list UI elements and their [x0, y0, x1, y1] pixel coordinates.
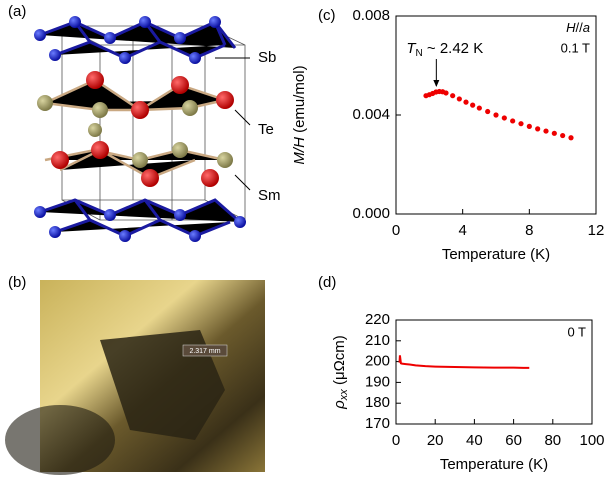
data-point: [477, 105, 482, 110]
crystal-structure: [34, 16, 250, 242]
data-point: [518, 121, 523, 126]
x-tick-label: 80: [544, 432, 561, 449]
x-axis-title: Temperature (K): [442, 246, 550, 263]
x-tick-label: 60: [505, 432, 522, 449]
data-point: [502, 115, 507, 120]
data-point: [510, 118, 515, 123]
data-point: [560, 133, 565, 138]
y-tick-label: 190: [365, 373, 390, 390]
panel-label: (d): [318, 274, 336, 291]
label-part: xx: [338, 389, 350, 402]
y-tick-label: 180: [365, 394, 390, 411]
label-part: (emu/mol): [291, 65, 308, 137]
label-part: (μΩcm): [331, 335, 348, 389]
data-point: [527, 124, 532, 129]
panel-label: (a): [8, 3, 26, 20]
annotation-arrowhead: [433, 80, 439, 87]
scale-bar-label: 2.317 mm: [189, 348, 220, 355]
data-point: [443, 90, 448, 95]
label-part: ~ 2.42 K: [423, 40, 483, 57]
label-part: ρ: [331, 400, 348, 410]
y-tick-label: 210: [365, 332, 390, 349]
data-point: [493, 112, 498, 117]
data-line: [400, 355, 530, 367]
field-label: 0 T: [567, 324, 586, 339]
y-axis-title: M/H (emu/mol): [291, 65, 308, 164]
panel-label: (b): [8, 274, 26, 291]
data-point: [470, 103, 475, 108]
figure: (a) Sb Te Sm (b) 2.317 mm (c)048120.0000…: [0, 0, 612, 477]
atom-label: Te: [258, 121, 274, 138]
data-point: [535, 126, 540, 131]
x-tick-label: 12: [588, 222, 605, 239]
field-label: 0.1 T: [561, 40, 590, 55]
y-tick-label: 220: [365, 311, 390, 328]
data-point: [457, 96, 462, 101]
atom-label: Sm: [258, 187, 281, 204]
data-point: [552, 131, 557, 136]
y-tick-label: 170: [365, 415, 390, 432]
field-direction: H//a: [566, 20, 590, 35]
data-point: [463, 100, 468, 105]
y-tick-label: 0.004: [352, 106, 390, 123]
x-tick-label: 20: [427, 432, 444, 449]
x-tick-label: 0: [392, 432, 400, 449]
x-axis-title: Temperature (K): [440, 456, 548, 473]
data-point: [568, 135, 573, 140]
atom-label: Sb: [258, 49, 276, 66]
y-tick-label: 0.008: [352, 7, 390, 24]
y-tick-label: 0.000: [352, 205, 390, 222]
x-tick-label: 0: [392, 222, 400, 239]
x-tick-label: 100: [579, 432, 604, 449]
x-tick-label: 40: [466, 432, 483, 449]
data-point: [485, 109, 490, 114]
x-tick-label: 8: [525, 222, 533, 239]
x-tick-label: 4: [458, 222, 466, 239]
annotation: TN ~ 2.42 K: [406, 40, 483, 59]
plot-frame: [396, 320, 592, 424]
sample-photo: [5, 280, 265, 475]
label-part: a: [583, 20, 590, 35]
data-point: [543, 128, 548, 133]
y-axis-title: ρxx (μΩcm): [331, 335, 350, 410]
y-tick-label: 200: [365, 353, 390, 370]
panel-label: (c): [318, 7, 336, 24]
label-part: N: [416, 48, 423, 59]
data-point: [450, 93, 455, 98]
label-part: M/H: [291, 137, 308, 165]
